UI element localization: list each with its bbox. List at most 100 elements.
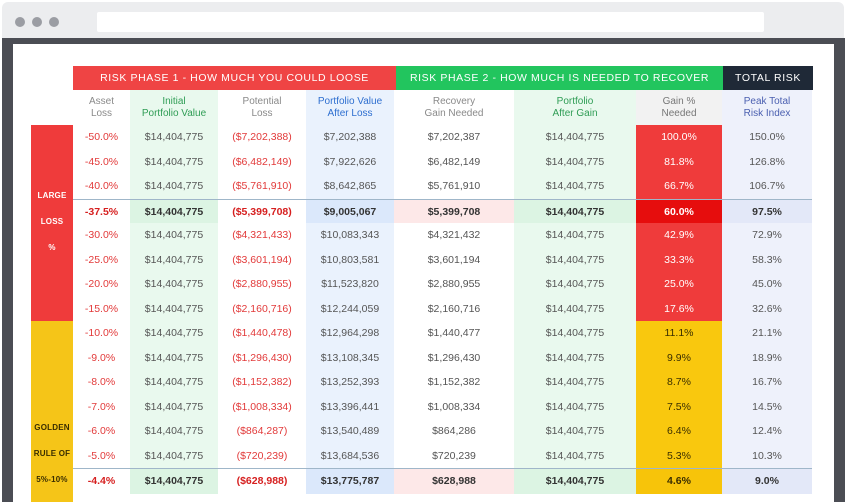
cell-potential-loss: ($864,287)	[218, 419, 306, 444]
phase-header-row: RISK PHASE 1 - HOW MUCH YOU COULD LOOSE …	[73, 66, 813, 90]
table-row: -8.0% $14,404,775 ($1,152,382) $13,252,393 $…	[73, 370, 812, 395]
cell-gain-needed: 9.9%	[636, 345, 722, 370]
table-row: -7.0% $14,404,775 ($1,008,334) $13,396,441 $…	[73, 394, 812, 419]
column-header-line2: Portfolio Value	[141, 107, 207, 119]
cell-potential-loss: ($720,239)	[218, 443, 306, 468]
cell-asset-loss: -5.0%	[73, 443, 130, 468]
phase2-header: RISK PHASE 2 - HOW MUCH IS NEEDED TO REC…	[396, 66, 723, 90]
cell-value-after-loss: $10,803,581	[306, 247, 394, 272]
window-minimize-dot-icon[interactable]	[32, 17, 42, 27]
cell-recovery-gain: $5,761,910	[394, 174, 514, 199]
cell-potential-loss: ($4,321,433)	[218, 223, 306, 248]
table-row: -40.0% $14,404,775 ($5,761,910) $8,642,865 $…	[73, 174, 812, 199]
cell-potential-loss: ($1,296,430)	[218, 345, 306, 370]
cell-value-after-loss: $10,083,343	[306, 223, 394, 248]
column-header-row: Asset Loss Initial Portfolio Value Potential…	[73, 90, 812, 125]
cell-gain-needed: 100.0%	[636, 125, 722, 150]
cell-gain-needed: 5.3%	[636, 443, 722, 468]
cell-value-after-gain: $14,404,775	[514, 469, 636, 494]
window-close-dot-icon[interactable]	[15, 17, 25, 27]
cell-recovery-gain: $864,286	[394, 419, 514, 444]
cell-risk-index: 106.7%	[722, 174, 812, 199]
cell-recovery-gain: $720,239	[394, 443, 514, 468]
cell-initial-value: $14,404,775	[130, 149, 218, 174]
cell-risk-index: 58.3%	[722, 247, 812, 272]
cell-recovery-gain: $5,399,708	[394, 199, 514, 224]
cell-gain-needed: 81.8%	[636, 149, 722, 174]
cell-risk-index: 18.9%	[722, 345, 812, 370]
column-header-line1: Portfolio	[556, 95, 594, 107]
cell-asset-loss: -7.0%	[73, 394, 130, 419]
cell-risk-index: 12.4%	[722, 419, 812, 444]
table-row: -20.0% $14,404,775 ($2,880,955) $11,523,820…	[73, 272, 812, 297]
cell-value-after-gain: $14,404,775	[514, 443, 636, 468]
cell-gain-needed: 17.6%	[636, 296, 722, 321]
cell-potential-loss: ($2,880,955)	[218, 272, 306, 297]
cell-asset-loss: -40.0%	[73, 174, 130, 199]
cell-asset-loss: -10.0%	[73, 321, 130, 346]
cell-value-after-loss: $9,005,067	[306, 199, 394, 224]
column-header-line1: Asset	[88, 95, 114, 107]
cell-potential-loss: ($2,160,716)	[218, 296, 306, 321]
cell-risk-index: 9.0%	[722, 469, 812, 494]
cell-initial-value: $14,404,775	[130, 272, 218, 297]
cell-initial-value: $14,404,775	[130, 125, 218, 150]
cell-potential-loss: ($7,202,388)	[218, 125, 306, 150]
column-header-gain-needed: Gain % Needed	[636, 90, 722, 125]
cell-value-after-loss: $7,922,626	[306, 149, 394, 174]
cell-potential-loss: ($6,482,149)	[218, 149, 306, 174]
cell-recovery-gain: $2,880,955	[394, 272, 514, 297]
cell-gain-needed: 33.3%	[636, 247, 722, 272]
cell-recovery-gain: $6,482,149	[394, 149, 514, 174]
column-header-line1: Portfolio Value	[317, 95, 383, 107]
cell-risk-index: 45.0%	[722, 272, 812, 297]
column-header-risk-index: Peak Total Risk Index	[722, 90, 812, 125]
table-row: -30.0% $14,404,775 ($4,321,433) $10,083,343…	[73, 223, 812, 248]
phase1-header: RISK PHASE 1 - HOW MUCH YOU COULD LOOSE	[73, 66, 396, 90]
cell-asset-loss: -6.0%	[73, 419, 130, 444]
cell-risk-index: 16.7%	[722, 370, 812, 395]
cell-recovery-gain: $3,601,194	[394, 247, 514, 272]
cell-initial-value: $14,404,775	[130, 345, 218, 370]
window-maximize-dot-icon[interactable]	[49, 17, 59, 27]
cell-initial-value: $14,404,775	[130, 174, 218, 199]
table-row: -45.0% $14,404,775 ($6,482,149) $7,922,626 $…	[73, 149, 812, 174]
cell-initial-value: $14,404,775	[130, 469, 218, 494]
cell-potential-loss: ($1,152,382)	[218, 370, 306, 395]
cell-initial-value: $14,404,775	[130, 296, 218, 321]
cell-risk-index: 32.6%	[722, 296, 812, 321]
cell-asset-loss: -9.0%	[73, 345, 130, 370]
column-header-line1: Potential	[242, 95, 282, 107]
table-row: -9.0% $14,404,775 ($1,296,430) $13,108,345 $…	[73, 345, 812, 370]
table-row: -37.5% $14,404,775 ($5,399,708) $9,005,067 $…	[73, 198, 812, 224]
browser-titlebar	[2, 2, 844, 40]
cell-value-after-gain: $14,404,775	[514, 296, 636, 321]
golden-rule-zone: GOLDEN RULE OF 5%-10%	[31, 321, 73, 502]
cell-value-after-gain: $14,404,775	[514, 223, 636, 248]
cell-initial-value: $14,404,775	[130, 394, 218, 419]
cell-value-after-gain: $14,404,775	[514, 174, 636, 199]
cell-initial-value: $14,404,775	[130, 443, 218, 468]
page-content: RISK PHASE 1 - HOW MUCH YOU COULD LOOSE …	[13, 44, 834, 502]
cell-recovery-gain: $7,202,387	[394, 125, 514, 150]
cell-value-after-loss: $13,252,393	[306, 370, 394, 395]
range-label: 5%-10%	[36, 475, 68, 484]
table-row: -5.0% $14,404,775 ($720,239) $13,684,536 $72…	[73, 443, 812, 468]
cell-value-after-gain: $14,404,775	[514, 370, 636, 395]
loss-label: LOSS	[40, 217, 64, 226]
cell-risk-index: 14.5%	[722, 394, 812, 419]
cell-potential-loss: ($628,988)	[218, 469, 306, 494]
column-header-line2: Loss	[251, 107, 273, 119]
cell-asset-loss: -25.0%	[73, 247, 130, 272]
cell-recovery-gain: $1,008,334	[394, 394, 514, 419]
large-loss-zone: LARGE LOSS %	[31, 125, 73, 321]
column-header-initial-value: Initial Portfolio Value	[130, 90, 218, 125]
table-row: -6.0% $14,404,775 ($864,287) $13,540,489 $86…	[73, 419, 812, 444]
column-header-line2: Needed	[661, 107, 697, 119]
cell-initial-value: $14,404,775	[130, 199, 218, 224]
cell-value-after-loss: $12,244,059	[306, 296, 394, 321]
cell-value-after-gain: $14,404,775	[514, 345, 636, 370]
address-bar[interactable]	[97, 12, 764, 32]
cell-value-after-loss: $13,108,345	[306, 345, 394, 370]
cell-gain-needed: 6.4%	[636, 419, 722, 444]
